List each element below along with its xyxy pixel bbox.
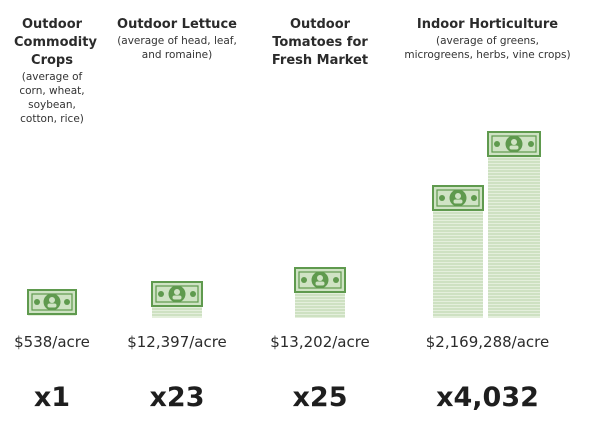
money-stack-3 bbox=[294, 267, 346, 318]
dollar-bill-icon bbox=[487, 131, 541, 157]
value-label-2: $12,397/acre bbox=[127, 333, 227, 351]
money-stack-2 bbox=[151, 281, 203, 318]
category-column-1: Outdoor Commodity Crops (average of corn… bbox=[2, 0, 102, 436]
category-title-1: Outdoor Commodity Crops bbox=[14, 17, 97, 68]
value-label-1: $538/acre bbox=[14, 333, 90, 351]
category-subtitle-1: (average of corn, wheat, soybean, cotton… bbox=[19, 71, 85, 125]
money-stack-4-a bbox=[432, 185, 484, 318]
money-stack-1 bbox=[27, 289, 77, 316]
dollar-bill-icon bbox=[432, 185, 484, 211]
category-title-2: Outdoor Lettuce bbox=[117, 17, 237, 32]
category-column-4: Indoor Horticulture (average of greens, … bbox=[390, 0, 585, 436]
value-label-3: $13,202/acre bbox=[270, 333, 370, 351]
dollar-bill-icon bbox=[151, 281, 203, 307]
category-column-3: Outdoor Tomatoes for Fresh Market $13,20… bbox=[250, 0, 390, 436]
category-subtitle-2: (average of head, leaf, and romaine) bbox=[117, 35, 237, 61]
category-header-4: Indoor Horticulture (average of greens, … bbox=[390, 16, 585, 62]
category-subtitle-4: (average of greens, microgreens, herbs, … bbox=[404, 35, 571, 61]
category-header-2: Outdoor Lettuce (average of head, leaf, … bbox=[112, 16, 242, 62]
category-header-1: Outdoor Commodity Crops (average of corn… bbox=[2, 16, 102, 126]
multiplier-label-4: x4,032 bbox=[436, 382, 539, 413]
multiplier-label-2: x23 bbox=[149, 382, 205, 413]
category-header-3: Outdoor Tomatoes for Fresh Market bbox=[250, 16, 390, 70]
multiplier-label-3: x25 bbox=[292, 382, 348, 413]
multiplier-label-1: x1 bbox=[33, 382, 71, 413]
dollar-bill-icon bbox=[27, 289, 77, 315]
category-title-4: Indoor Horticulture bbox=[416, 17, 559, 32]
category-column-2: Outdoor Lettuce (average of head, leaf, … bbox=[112, 0, 242, 436]
category-title-3: Outdoor Tomatoes for Fresh Market bbox=[271, 17, 369, 68]
value-label-4: $2,169,288/acre bbox=[425, 333, 550, 351]
dollar-bill-icon bbox=[294, 267, 346, 293]
money-stack-4-b bbox=[487, 131, 541, 318]
